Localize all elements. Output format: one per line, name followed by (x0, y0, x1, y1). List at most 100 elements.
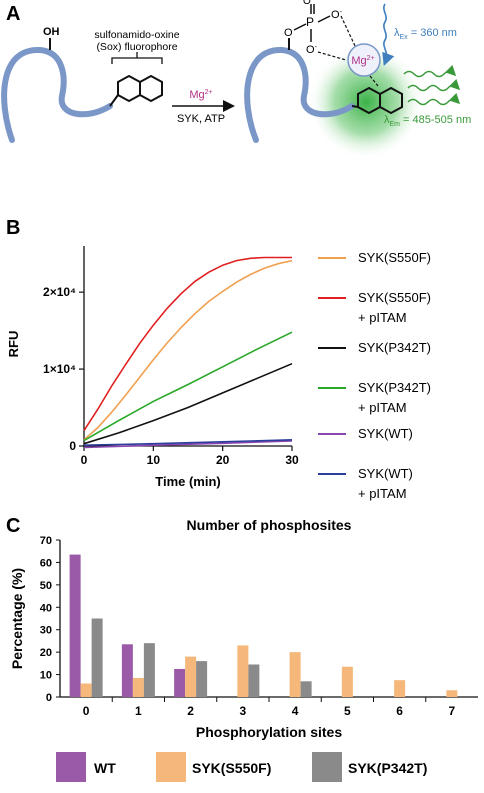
y-axis-label: Percentage (%) (9, 568, 25, 669)
x-tick-label: 20 (216, 453, 230, 467)
y-tick-label: 10 (40, 670, 52, 682)
bar (300, 681, 312, 697)
sox-label-line1: sulfonamido-oxine (94, 29, 179, 41)
y-tick-label: 60 (40, 557, 52, 569)
bar (196, 661, 208, 697)
y-tick-label: 1×10⁴ (43, 362, 76, 376)
line-chart: 0 10 20 30 0 1×10⁴ 2×10⁴ Time (min) RFU (6, 246, 299, 489)
x-axis-label: Time (min) (155, 474, 221, 489)
mg-complex: Mg2+ (317, 15, 381, 87)
panel-a: A OH sulfonamido-oxine (Sox) fluorophore… (1, 0, 471, 160)
bar (446, 690, 458, 697)
bar (237, 645, 249, 697)
legend-label: + pITAM (358, 400, 407, 415)
hydroxyl-label: OH (43, 26, 60, 38)
x-tick-label: 5 (344, 704, 351, 718)
phosphate-o-top: O (303, 0, 311, 7)
x-tick-label: 7 (449, 704, 456, 718)
legend-label: SYK(S550F) (358, 250, 431, 265)
sox-fluorophore (109, 74, 163, 107)
chart-title: Number of phosphosites (187, 517, 352, 533)
peptide-chain-left (1, 46, 113, 143)
bar (143, 643, 155, 697)
y-tick-label: 70 (40, 535, 52, 547)
legend-label: + pITAM (358, 486, 407, 501)
legend-swatch (56, 752, 86, 782)
legend-label: SYK(WT) (358, 466, 413, 481)
bar (69, 554, 81, 697)
series-line (83, 440, 293, 449)
excitation-arrow (382, 3, 395, 66)
y-tick-label: 40 (40, 602, 52, 614)
y-tick-label: 20 (40, 647, 52, 659)
series-line (83, 259, 293, 441)
x-tick-label: 2 (187, 704, 194, 718)
x-tick-label: 30 (285, 453, 299, 467)
legend-label: + pITAM (358, 310, 407, 325)
svg-text:Mg2+: Mg2+ (351, 55, 374, 67)
bar (121, 644, 133, 697)
mg-ion (347, 43, 381, 77)
phosphate-o-right: O- (331, 9, 343, 21)
phosphate-o-bottom: O- (306, 44, 318, 56)
y-tick-label: 0 (46, 692, 52, 704)
legend-label: SYK(S550F) (358, 290, 431, 305)
x-tick-label: 3 (240, 704, 247, 718)
legend-label: SYK(P342T) (358, 380, 431, 395)
series-line (83, 362, 293, 445)
panel-a-letter: A (6, 3, 20, 25)
series-line (83, 331, 293, 442)
mg-label: Mg2+ (189, 89, 212, 101)
panel-b: B 0 10 20 30 0 1×10⁴ 2×10⁴ Time (min) RFU SYK(S5… (6, 217, 431, 501)
x-tick-label: 0 (81, 453, 88, 467)
excitation-label: λEx = 360 nm (394, 27, 457, 41)
series-line (83, 439, 293, 446)
x-tick-label: 1 (135, 704, 142, 718)
phosphate-o-left: O (284, 27, 293, 39)
bar (341, 666, 353, 697)
legend-label: SYK(P342T) (348, 760, 427, 776)
emission-arrows (403, 64, 461, 106)
phosphate-p: P (306, 15, 314, 29)
panel-c: C Number of phosphosites 0 10 20 30 40 50 60 70 0… (6, 515, 478, 782)
y-tick-label: 50 (40, 580, 52, 592)
bar (394, 680, 406, 697)
y-tick-label: 0 (69, 439, 76, 453)
phosphate-group: O P O O- O- (284, 0, 343, 56)
line-chart-legend: SYK(S550F) SYK(S550F) + pITAM SYK(P342T) SYK… (318, 250, 431, 501)
legend-swatch (312, 752, 342, 782)
x-tick-label: 0 (83, 704, 90, 718)
legend-label: WT (94, 760, 116, 776)
panel-b-letter: B (6, 217, 20, 239)
x-tick-label: 6 (396, 704, 403, 718)
legend-label: SYK(S550F) (192, 760, 271, 776)
peptide-chain-right (244, 46, 355, 143)
bar (91, 618, 103, 697)
y-tick-label: 30 (40, 625, 52, 637)
legend-label: SYK(P342T) (358, 340, 431, 355)
x-axis-label: Phosphorylation sites (196, 724, 342, 740)
y-axis-label: RFU (6, 331, 21, 358)
bar (174, 668, 186, 697)
x-tick-label: 10 (147, 453, 161, 467)
series-line (83, 256, 292, 432)
bar (185, 656, 197, 697)
bar (289, 652, 301, 697)
bar (80, 683, 92, 697)
sox-bracket (111, 57, 163, 64)
sox-label-line2: (Sox) fluorophore (96, 41, 177, 53)
legend-label: SYK(WT) (358, 426, 413, 441)
bar (132, 677, 144, 697)
reaction-conditions: SYK, ATP (177, 113, 225, 125)
bar (248, 664, 260, 697)
y-tick-label: 2×10⁴ (43, 285, 76, 299)
fluorescence-glow (308, 44, 424, 160)
bar-chart-legend: WT SYK(S550F) SYK(P342T) (56, 752, 427, 782)
emission-label: λEm = 485-505 nm (384, 114, 471, 128)
legend-swatch (156, 752, 186, 782)
sox-fluorophore-bound (351, 86, 403, 115)
bar-chart: Number of phosphosites 0 10 20 30 40 50 60 70 0 1 2… (9, 517, 478, 740)
panel-c-letter: C (6, 515, 20, 537)
x-tick-label: 4 (292, 704, 299, 718)
